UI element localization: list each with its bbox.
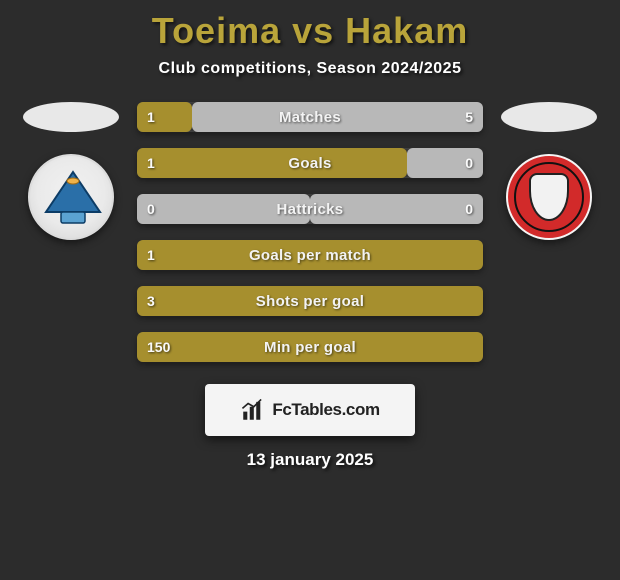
left-flag-placeholder <box>23 102 119 132</box>
pyramid-badge-icon <box>30 156 116 242</box>
bar-label: Matches <box>137 102 483 132</box>
bar-label: Hattricks <box>137 194 483 224</box>
page-subtitle: Club competitions, Season 2024/2025 <box>0 60 620 102</box>
comparison-row: 3Shots per goal <box>137 286 483 316</box>
comparison-row: 150Min per goal <box>137 332 483 362</box>
left-team-badge <box>28 154 114 240</box>
comparison-bars: 15Matches 10Goals 00Hattricks 1Goals per ma… <box>137 102 483 362</box>
comparison-row: 15Matches <box>137 102 483 132</box>
page-title: Toeima vs Hakam <box>0 0 620 60</box>
bar-label: Min per goal <box>137 332 483 362</box>
bar-chart-icon <box>240 397 266 423</box>
comparison-layout: 15Matches 10Goals 00Hattricks 1Goals per ma… <box>0 102 620 362</box>
right-side <box>495 102 603 240</box>
brand-label: FcTables.com <box>272 400 379 420</box>
footer-date: 13 january 2025 <box>0 450 620 470</box>
comparison-row: 10Goals <box>137 148 483 178</box>
bar-label: Goals per match <box>137 240 483 270</box>
right-flag-placeholder <box>501 102 597 132</box>
comparison-row: 00Hattricks <box>137 194 483 224</box>
left-side <box>17 102 125 240</box>
comparison-row: 1Goals per match <box>137 240 483 270</box>
bar-label: Goals <box>137 148 483 178</box>
bar-label: Shots per goal <box>137 286 483 316</box>
brand-card: FcTables.com <box>205 384 415 436</box>
right-team-badge <box>506 154 592 240</box>
